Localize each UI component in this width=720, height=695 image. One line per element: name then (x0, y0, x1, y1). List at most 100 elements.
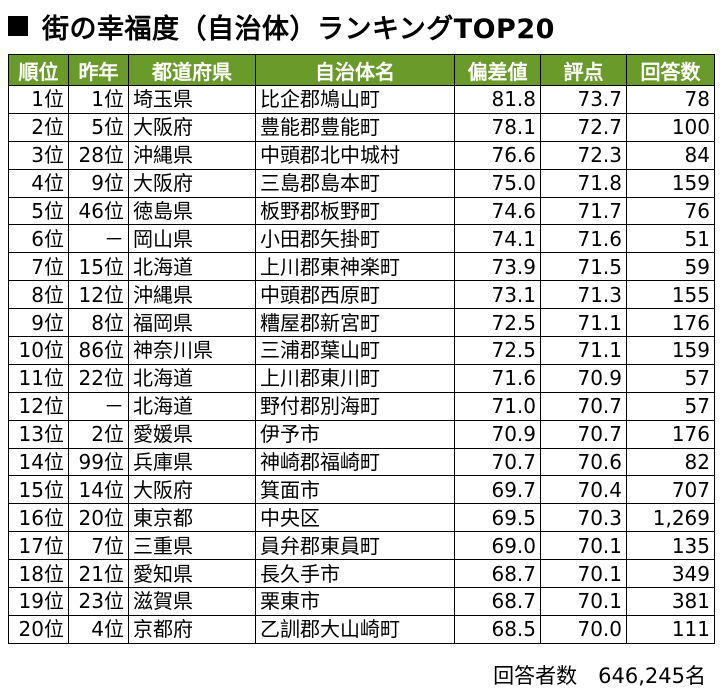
table-row: 6位－岡山県 小田郡矢掛町 74.1 71.6 51 (8, 224, 715, 254)
prefecture-cell: 沖縄県 (128, 280, 256, 310)
deviation-cell: 68.5 (454, 614, 541, 644)
score-cell: 70.1 (540, 531, 627, 561)
responses-cell: 159 (626, 168, 715, 198)
score-cell: 71.7 (540, 196, 627, 226)
score-cell: 71.1 (540, 336, 627, 365)
rank-cell: 13位 (8, 419, 69, 449)
responses-cell: 381 (626, 587, 715, 616)
responses-cell: 111 (626, 614, 715, 644)
score-cell: 72.7 (540, 112, 627, 142)
table-row: 8位 12位 沖縄県 中頭郡西原町 73.1 71.3 155 (8, 280, 715, 310)
deviation-cell: 72.5 (454, 336, 541, 365)
responses-cell: 76 (626, 196, 715, 226)
prefecture-cell: 埼玉県 (128, 85, 256, 114)
municipality-cell: 糟屋郡新宮町 (255, 308, 455, 338)
prev-year-cell: 8位 (68, 308, 129, 338)
prev-year-cell: 1位 (68, 85, 129, 114)
table-row: 3位 28位 沖縄県 中頭郡北中城村 76.6 72.3 84 (8, 140, 715, 170)
rank-cell: 6位 (8, 224, 69, 254)
deviation-cell: 70.9 (454, 419, 541, 449)
score-cell: 71.3 (540, 280, 627, 310)
responses-cell: 100 (626, 112, 715, 142)
deviation-cell: 81.8 (454, 85, 541, 114)
score-cell: 72.3 (540, 140, 627, 170)
responses-cell: 82 (626, 447, 715, 477)
prefecture-cell: 神奈川県 (128, 336, 256, 365)
score-cell: 71.8 (540, 168, 627, 198)
rank-cell: 20位 (8, 614, 69, 644)
responses-cell: 51 (626, 224, 715, 254)
deviation-cell: 69.7 (454, 475, 541, 505)
score-cell: 71.6 (540, 224, 627, 254)
col-header-rank: 順位 (8, 54, 69, 86)
rank-cell: 17位 (8, 531, 69, 561)
rank-cell: 7位 (8, 252, 69, 282)
rank-cell: 12位 (8, 391, 69, 421)
rank-cell: 5位 (8, 196, 69, 226)
deviation-cell: 68.7 (454, 587, 541, 616)
responses-cell: 57 (626, 391, 715, 421)
rank-cell: 11位 (8, 363, 69, 393)
municipality-cell: 長久手市 (255, 559, 455, 589)
col-header-prefecture: 都道府県 (128, 54, 256, 86)
prev-year-cell: 21位 (68, 559, 129, 589)
prev-year-cell: 46位 (68, 196, 129, 226)
score-cell: 70.6 (540, 447, 627, 477)
score-cell: 71.1 (540, 308, 627, 338)
municipality-cell: 乙訓郡大山崎町 (255, 614, 455, 644)
prefecture-cell: 福岡県 (128, 308, 256, 338)
prev-year-cell: 9位 (68, 168, 129, 198)
table-row: 2位 5位 大阪府 豊能郡豊能町 78.1 72.7 100 (8, 112, 715, 142)
deviation-cell: 70.7 (454, 447, 541, 477)
municipality-cell: 上川郡東神楽町 (255, 252, 455, 282)
rank-cell: 18位 (8, 559, 69, 589)
prev-year-cell: 12位 (68, 280, 129, 310)
table-row: 11位 22位 北海道 上川郡東川町 71.6 70.9 57 (8, 363, 715, 393)
prev-year-cell: 28位 (68, 140, 129, 170)
responses-cell: 176 (626, 308, 715, 338)
prev-year-cell: 86位 (68, 336, 129, 365)
responses-cell: 59 (626, 252, 715, 282)
municipality-cell: 比企郡鳩山町 (255, 85, 455, 114)
page-title: 街の幸福度（自治体）ランキングTOP20 (8, 4, 555, 48)
title-text: 街の幸福度（自治体）ランキングTOP20 (42, 13, 555, 45)
table-row: 14位 99位 兵庫県 神崎郡福崎町 70.7 70.6 82 (8, 447, 715, 477)
prefecture-cell: 兵庫県 (128, 447, 256, 477)
deviation-cell: 73.9 (454, 252, 541, 282)
prev-year-cell: 20位 (68, 503, 129, 533)
col-header-prev-year: 昨年 (68, 54, 129, 86)
table-row: 20位 4位 京都府 乙訓郡大山崎町 68.5 70.0 111 (8, 614, 715, 644)
col-header-responses: 回答数 (626, 54, 715, 86)
prefecture-cell: 愛媛県 (128, 419, 256, 449)
prefecture-cell: 滋賀県 (128, 587, 256, 616)
deviation-cell: 75.0 (454, 168, 541, 198)
score-cell: 70.9 (540, 363, 627, 393)
prev-year-cell: 7位 (68, 531, 129, 561)
score-cell: 70.3 (540, 503, 627, 533)
rank-cell: 9位 (8, 308, 69, 338)
table-row: 13位 2位 愛媛県 伊予市 70.9 70.7 176 (8, 419, 715, 449)
responses-cell: 155 (626, 280, 715, 310)
score-cell: 70.4 (540, 475, 627, 505)
responses-cell: 135 (626, 531, 715, 561)
prefecture-cell: 京都府 (128, 614, 256, 644)
col-header-deviation: 偏差値 (454, 54, 541, 86)
prev-year-cell: － (68, 224, 129, 254)
responses-cell: 707 (626, 475, 715, 505)
prefecture-cell: 北海道 (128, 391, 256, 421)
table-row: 4位 9位 大阪府 三島郡島本町 75.0 71.8 159 (8, 168, 715, 198)
prefecture-cell: 東京都 (128, 503, 256, 533)
municipality-cell: 小田郡矢掛町 (255, 224, 455, 254)
table-row: 18位 21位 愛知県 長久手市 68.7 70.1 349 (8, 559, 715, 589)
responses-cell: 159 (626, 336, 715, 365)
municipality-cell: 員弁郡東員町 (255, 531, 455, 561)
rank-cell: 14位 (8, 447, 69, 477)
prefecture-cell: 愛知県 (128, 559, 256, 589)
score-cell: 71.5 (540, 252, 627, 282)
responses-cell: 349 (626, 559, 715, 589)
rank-cell: 10位 (8, 336, 69, 365)
col-header-municipality: 自治体名 (255, 54, 455, 86)
prev-year-cell: 2位 (68, 419, 129, 449)
table-body: 1位 1位 埼玉県 比企郡鳩山町 81.8 73.7 78 2位 5位 大阪府 豊能郡豊能町 78.1… (8, 85, 715, 644)
prefecture-cell: 徳島県 (128, 196, 256, 226)
